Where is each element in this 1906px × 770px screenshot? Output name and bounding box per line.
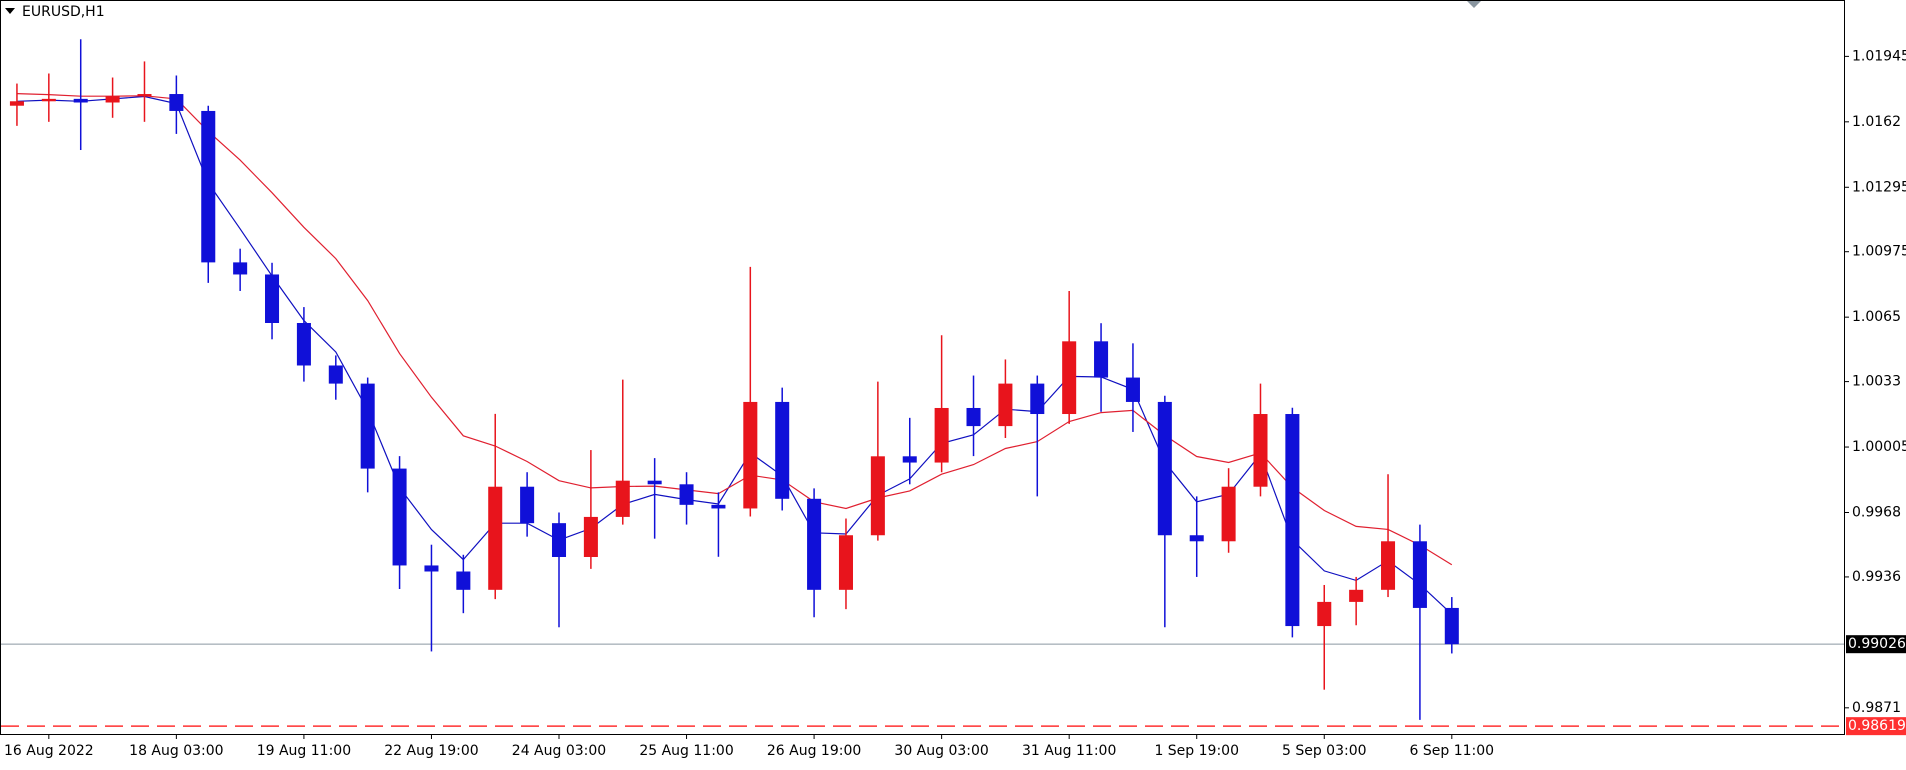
candle-body	[743, 401, 758, 509]
candle-body	[73, 98, 88, 103]
shift-marker[interactable]	[1467, 1, 1481, 8]
candle-body	[998, 383, 1013, 427]
x-tick-label: 19 Aug 11:00	[257, 743, 351, 759]
candle-body	[647, 480, 662, 485]
menu-arrow[interactable]	[5, 8, 15, 14]
candle-body	[1221, 486, 1236, 542]
price-tag-label: 0.99026	[1848, 636, 1906, 652]
x-tick-label: 5 Sep 03:00	[1282, 743, 1367, 759]
y-tick-label: 1.00975	[1852, 244, 1906, 260]
candle-body	[1317, 601, 1332, 627]
candle-body	[296, 322, 311, 366]
x-tick-label: 16 Aug 2022	[4, 743, 94, 759]
x-tick-label: 31 Aug 11:00	[1022, 743, 1116, 759]
candle-body	[775, 401, 790, 499]
y-tick-label: 0.9936	[1852, 569, 1901, 585]
y-tick-label: 1.0065	[1852, 309, 1901, 325]
x-tick-label: 26 Aug 19:00	[767, 743, 861, 759]
candle-body	[9, 101, 24, 106]
candle-body	[456, 571, 471, 590]
y-tick-label: 1.01295	[1852, 179, 1906, 195]
x-tick-label: 22 Aug 19:00	[384, 743, 478, 759]
moving-average-line	[16, 93, 1453, 566]
y-tick-label: 1.0033	[1852, 374, 1901, 390]
candle-body	[1157, 401, 1172, 536]
candle-body	[1030, 383, 1045, 415]
x-tick-label: 6 Sep 11:00	[1410, 743, 1495, 759]
x-tick-label: 18 Aug 03:00	[129, 743, 223, 759]
candle-body	[169, 94, 184, 111]
candle-body	[328, 365, 343, 384]
candle-body	[711, 504, 726, 509]
candle-body	[1349, 589, 1364, 602]
y-tick-label: 1.01945	[1852, 48, 1906, 64]
candle-body	[520, 486, 535, 524]
candle-body	[615, 480, 630, 517]
y-tick-label: 0.9968	[1852, 504, 1901, 520]
candle-body	[902, 456, 917, 463]
candle-body	[679, 484, 694, 505]
candle-body	[1381, 541, 1396, 590]
y-tick-label: 1.0162	[1852, 114, 1901, 130]
candle-body	[1062, 341, 1077, 415]
candle-body	[41, 98, 56, 102]
x-tick-label: 30 Aug 03:00	[894, 743, 988, 759]
candle-body	[201, 110, 216, 263]
plot-frame	[0, 0, 1845, 735]
candle-body	[934, 407, 949, 463]
candle-body	[583, 516, 598, 557]
price-tag	[1846, 635, 1906, 654]
x-tick-label: 24 Aug 03:00	[512, 743, 606, 759]
candle-body	[360, 383, 375, 469]
candle-body	[1189, 535, 1204, 542]
chart-title: EURUSD,H1	[22, 4, 105, 20]
x-tick-label: 1 Sep 19:00	[1154, 743, 1239, 759]
y-tick-label: 1.00005	[1852, 439, 1906, 455]
candle-body	[488, 486, 503, 590]
y-tick-label: 0.9871	[1852, 700, 1901, 716]
candle-body	[105, 96, 120, 103]
candle-body	[233, 262, 248, 275]
x-tick-label: 25 Aug 11:00	[639, 743, 733, 759]
candle-body	[265, 274, 280, 323]
price-tag	[1846, 717, 1906, 736]
candle-body	[137, 94, 152, 97]
candle-body	[1412, 541, 1427, 608]
candle-body	[1094, 341, 1109, 378]
candle-body	[551, 523, 567, 557]
candle-body	[807, 498, 822, 590]
candle-body	[1253, 414, 1268, 487]
candle-body	[870, 456, 885, 536]
candle-body	[424, 565, 439, 572]
candle-body	[838, 535, 853, 590]
price-tag-label: 0.98619	[1848, 718, 1906, 734]
moving-average-line	[16, 95, 1453, 615]
candle-body	[1444, 607, 1459, 645]
candle-body	[392, 468, 407, 566]
candle-body	[1285, 414, 1300, 627]
candle-body	[1125, 377, 1140, 402]
candle-body	[966, 407, 981, 427]
